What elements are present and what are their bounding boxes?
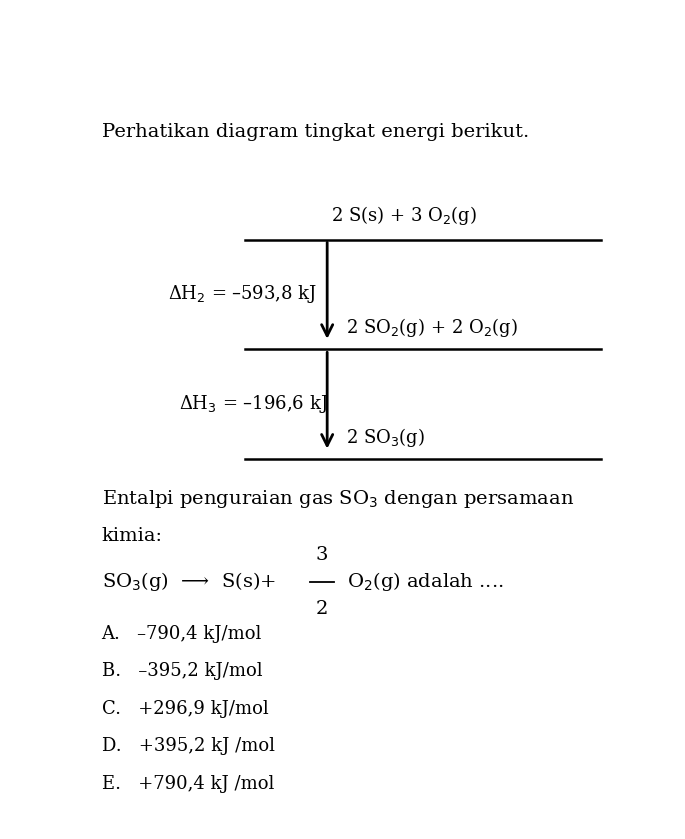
- Text: 2: 2: [316, 600, 328, 618]
- Text: C.   +296,9 kJ/mol: C. +296,9 kJ/mol: [101, 700, 269, 717]
- Text: ΔH$_3$ = –196,6 kJ: ΔH$_3$ = –196,6 kJ: [179, 393, 328, 415]
- Text: 2 S(s) + 3 O$_2$(g): 2 S(s) + 3 O$_2$(g): [331, 204, 477, 227]
- Text: 3: 3: [316, 546, 328, 564]
- Text: SO$_3$(g)  ⟶  S(s)+: SO$_3$(g) ⟶ S(s)+: [101, 571, 276, 593]
- Text: kimia:: kimia:: [101, 527, 162, 545]
- Text: 2 SO$_3$(g): 2 SO$_3$(g): [346, 426, 425, 449]
- Text: E.   +790,4 kJ /mol: E. +790,4 kJ /mol: [101, 774, 274, 793]
- Text: A.   –790,4 kJ/mol: A. –790,4 kJ/mol: [101, 625, 262, 643]
- Text: ΔH$_2$ = –593,8 kJ: ΔH$_2$ = –593,8 kJ: [168, 284, 316, 305]
- Text: Entalpi penguraian gas SO$_3$ dengan persamaan: Entalpi penguraian gas SO$_3$ dengan per…: [101, 488, 573, 510]
- Text: Perhatikan diagram tingkat energi berikut.: Perhatikan diagram tingkat energi beriku…: [101, 123, 529, 141]
- Text: D.   +395,2 kJ /mol: D. +395,2 kJ /mol: [101, 737, 275, 755]
- Text: 2 SO$_2$(g) + 2 O$_2$(g): 2 SO$_2$(g) + 2 O$_2$(g): [346, 316, 518, 339]
- Text: O$_2$(g) adalah ....: O$_2$(g) adalah ....: [347, 571, 504, 593]
- Text: B.   –395,2 kJ/mol: B. –395,2 kJ/mol: [101, 662, 262, 680]
